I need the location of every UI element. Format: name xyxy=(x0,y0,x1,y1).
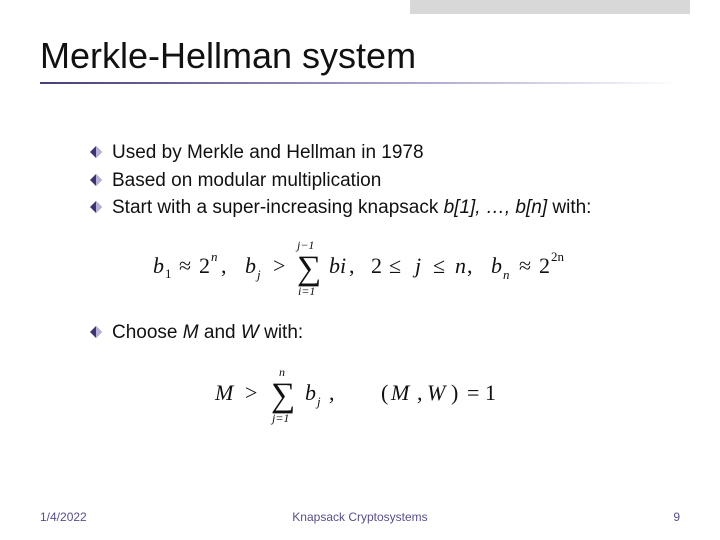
svg-text:,: , xyxy=(467,253,473,278)
svg-text:>: > xyxy=(273,253,285,278)
svg-text:j: j xyxy=(412,253,421,278)
formula-2: M > ∑ j=1 n b j , ( M , W ) = 1 xyxy=(90,360,680,431)
svg-text:n: n xyxy=(503,267,510,282)
bullet-text: Used by Merkle and Hellman in 1978 xyxy=(112,140,680,166)
text-prefix: Choose xyxy=(112,322,183,343)
svg-text:(: ( xyxy=(381,380,388,405)
svg-text:2: 2 xyxy=(539,253,550,278)
svg-text:,: , xyxy=(221,253,227,278)
content-area: Used by Merkle and Hellman in 1978 Based… xyxy=(90,140,680,449)
svg-text:n: n xyxy=(279,365,285,379)
footer: 1/4/2022 Knapsack Cryptosystems 9 xyxy=(40,510,680,524)
svg-text:≈: ≈ xyxy=(179,253,191,278)
svg-text:1: 1 xyxy=(165,266,172,281)
diamond-bullet-icon xyxy=(90,326,102,338)
svg-text:): ) xyxy=(451,380,458,405)
svg-text:,: , xyxy=(349,253,355,278)
bullet-item: Start with a super-increasing knapsack b… xyxy=(90,195,680,221)
svg-text:M: M xyxy=(390,380,411,405)
svg-text:2: 2 xyxy=(371,253,382,278)
svg-text:n: n xyxy=(211,249,218,264)
diamond-bullet-icon xyxy=(90,174,102,186)
text-italic: W xyxy=(241,322,264,343)
svg-text:j−1: j−1 xyxy=(295,238,314,252)
svg-text:b: b xyxy=(153,253,164,278)
title-block: Merkle-Hellman system xyxy=(40,35,680,84)
bullet-item: Choose M and W with: xyxy=(90,320,680,346)
text-prefix: Start with a super-increasing knapsack xyxy=(112,197,444,218)
svg-text:W: W xyxy=(427,380,447,405)
text-suffix: with: xyxy=(264,322,303,343)
svg-text:bi: bi xyxy=(329,253,346,278)
svg-text:,: , xyxy=(417,380,423,405)
svg-text:j=1: j=1 xyxy=(270,411,289,425)
svg-text:M: M xyxy=(214,380,235,405)
footer-title: Knapsack Cryptosystems xyxy=(40,510,680,524)
formula-1: b 1 ≈ 2 n , b j > ∑ i=1 j−1 bi , 2 ≤ j ≤… xyxy=(90,235,680,302)
svg-text:>: > xyxy=(245,380,257,405)
scrollbar-hint xyxy=(410,0,690,14)
bullet-text: Based on modular multiplication xyxy=(112,168,680,194)
bullet-item: Used by Merkle and Hellman in 1978 xyxy=(90,140,680,166)
svg-text:∑: ∑ xyxy=(271,377,295,414)
svg-text:1: 1 xyxy=(485,380,496,405)
slide-title: Merkle-Hellman system xyxy=(40,35,680,82)
text-italic: b[1], …, b[n] xyxy=(444,197,548,218)
bullet-text: Start with a super-increasing knapsack b… xyxy=(112,195,680,221)
svg-text:∑: ∑ xyxy=(297,250,321,287)
bullet-text: Choose M and W with: xyxy=(112,320,680,346)
svg-text:b: b xyxy=(491,253,502,278)
svg-text:i=1: i=1 xyxy=(298,284,315,297)
svg-text:n: n xyxy=(455,253,466,278)
text-italic: M xyxy=(183,322,199,343)
bullet-item: Based on modular multiplication xyxy=(90,168,680,194)
svg-text:2: 2 xyxy=(199,253,210,278)
svg-text:b: b xyxy=(245,253,256,278)
svg-text:b: b xyxy=(305,380,316,405)
svg-text:=: = xyxy=(467,380,479,405)
diamond-bullet-icon xyxy=(90,201,102,213)
diamond-bullet-icon xyxy=(90,146,102,158)
text-mid: and xyxy=(199,322,241,343)
title-underline xyxy=(40,82,680,84)
text-suffix: with: xyxy=(547,197,591,218)
svg-text:≈: ≈ xyxy=(519,253,531,278)
svg-text:,: , xyxy=(329,380,335,405)
svg-text:≤: ≤ xyxy=(389,253,401,278)
svg-text:2n: 2n xyxy=(551,249,565,264)
svg-text:≤: ≤ xyxy=(433,253,445,278)
